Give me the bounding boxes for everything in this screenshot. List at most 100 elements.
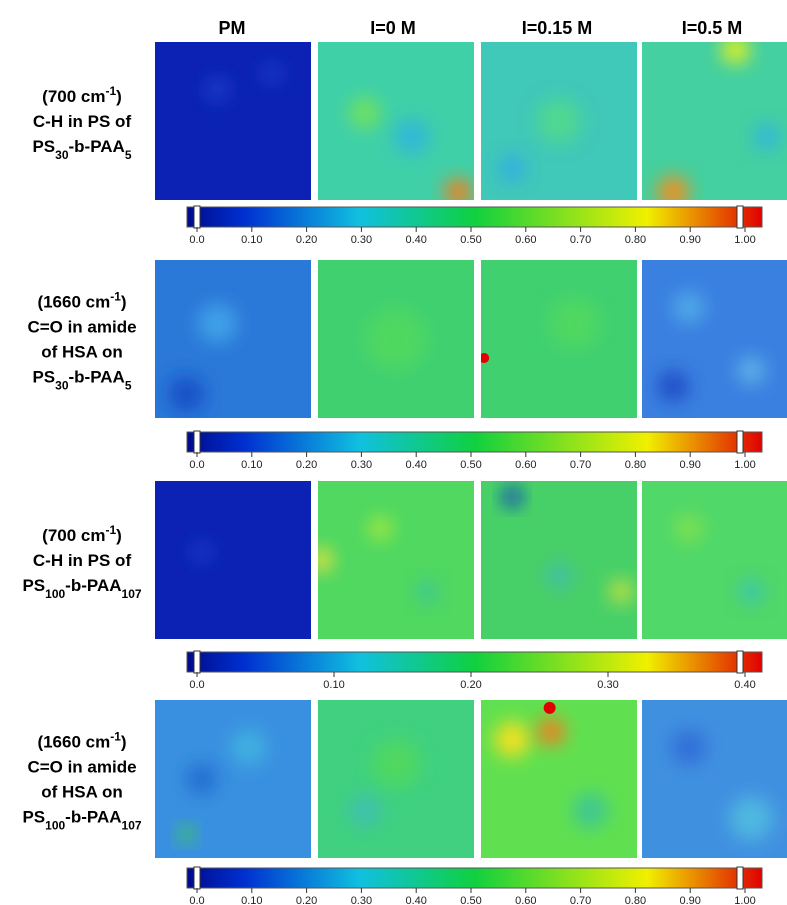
map-panel <box>155 700 311 858</box>
colorbar-handle <box>736 430 744 454</box>
map-blob <box>415 579 440 604</box>
map-blob <box>393 118 430 155</box>
label-part: of HSA on <box>41 343 123 362</box>
label-part: 5 <box>125 379 132 393</box>
map-blob <box>543 701 556 714</box>
label-part: -b-PAA <box>69 137 125 156</box>
map-blob <box>672 291 705 324</box>
label-part: 107 <box>122 587 142 601</box>
colorbar-tick-label: 0.50 <box>460 895 481 905</box>
label-part: C=O in amide <box>27 758 136 777</box>
colorbar-handle <box>193 205 201 229</box>
label-part: 100 <box>45 819 65 833</box>
map-panel <box>318 700 474 858</box>
label-part: PS <box>22 808 45 827</box>
map-panel <box>642 481 787 639</box>
label-part: -1 <box>110 290 121 304</box>
label-part: 100 <box>45 587 65 601</box>
colorbar-tick-label: 0.50 <box>460 234 481 246</box>
label-part: ) <box>121 293 127 312</box>
row-label: (1660 cm-1) <box>37 290 126 312</box>
map-blob <box>537 717 566 746</box>
map-blob <box>545 561 573 590</box>
colorbar-handle <box>193 430 201 454</box>
map-blob <box>549 298 600 349</box>
map-blob <box>572 792 609 829</box>
colorbar-tick-label: 0.0 <box>189 895 204 905</box>
map-blob <box>185 763 218 795</box>
map-background <box>155 481 311 639</box>
colorbar-tick-label: 0.70 <box>570 459 591 471</box>
colorbar-tick-label: 0.0 <box>189 679 204 691</box>
map-panel <box>318 260 474 418</box>
map-blob <box>318 548 334 572</box>
label-part: 5 <box>125 148 132 162</box>
map-panel <box>642 42 787 200</box>
colorbar-tick-label: 0.80 <box>625 895 646 905</box>
label-part: of HSA on <box>41 783 123 802</box>
colorbar-tick-label: 0.10 <box>241 895 262 905</box>
colorbar-tick-label: 1.00 <box>734 234 755 246</box>
colorbar-tick-label: 0.20 <box>460 679 481 691</box>
map-blob <box>729 796 774 841</box>
map-blob <box>178 826 195 843</box>
label-part: -b-PAA <box>65 576 121 595</box>
map-background <box>155 42 311 200</box>
label-part: ) <box>116 87 122 106</box>
map-blob <box>502 486 523 507</box>
label-part: 30 <box>55 379 69 393</box>
map-background <box>318 42 474 200</box>
row-label: of HSA on <box>41 343 123 362</box>
colorbar-handle <box>736 205 744 229</box>
colorbar-tick-label: 0.60 <box>515 459 536 471</box>
label-part: C=O in amide <box>27 318 136 337</box>
map-blob <box>348 97 381 130</box>
label-part: -1 <box>105 523 116 537</box>
colorbar-tick-label: 0.40 <box>734 679 755 691</box>
column-header: I=0 M <box>370 18 416 38</box>
map-blob <box>197 303 238 344</box>
row-label: C-H in PS of <box>33 112 132 131</box>
row-label: PS100-b-PAA107 <box>22 576 141 601</box>
label-part: -1 <box>110 730 121 744</box>
map-blob <box>537 99 581 143</box>
map-blob <box>368 516 393 541</box>
map-background <box>642 481 787 639</box>
label-part: -1 <box>105 84 116 98</box>
map-blob <box>670 729 707 766</box>
map-panel <box>481 260 637 418</box>
label-part: PS <box>22 576 45 595</box>
row-label: PS30-b-PAA5 <box>32 137 131 162</box>
label-part: PS <box>32 137 55 156</box>
map-blob <box>498 154 527 183</box>
colorbar-tick-label: 0.70 <box>570 234 591 246</box>
map-blob <box>205 77 230 102</box>
map-blob <box>191 542 212 563</box>
colorbar-tick-label: 0.70 <box>570 895 591 905</box>
map-panel <box>155 42 311 200</box>
map-blob <box>444 178 473 200</box>
colorbar <box>186 651 763 673</box>
map-blob <box>737 356 766 385</box>
colorbar-handle <box>736 866 744 890</box>
colorbar-tick-label: 0.30 <box>351 895 372 905</box>
colorbar-tick-label: 0.0 <box>189 459 204 471</box>
colorbar-tick-label: 0.20 <box>296 234 317 246</box>
label-part: PS <box>32 368 55 387</box>
map-panel <box>481 481 637 639</box>
colorbar-tick-label: 0.40 <box>405 234 426 246</box>
colorbar-tick-label: 0.60 <box>515 895 536 905</box>
map-blob <box>372 739 420 788</box>
label-part: (1660 cm <box>37 733 110 752</box>
label-part: 107 <box>122 819 142 833</box>
map-panel <box>318 481 474 639</box>
colorbar-tick-label: 0.90 <box>679 895 700 905</box>
map-blob <box>262 63 282 84</box>
colorbar-tick-label: 0.30 <box>351 234 372 246</box>
colorbar-handle <box>736 650 744 674</box>
label-part: C-H in PS of <box>33 551 132 570</box>
column-header: PM <box>219 18 246 38</box>
map-blob <box>230 729 267 766</box>
colorbar <box>186 206 763 228</box>
map-blob <box>657 176 690 200</box>
